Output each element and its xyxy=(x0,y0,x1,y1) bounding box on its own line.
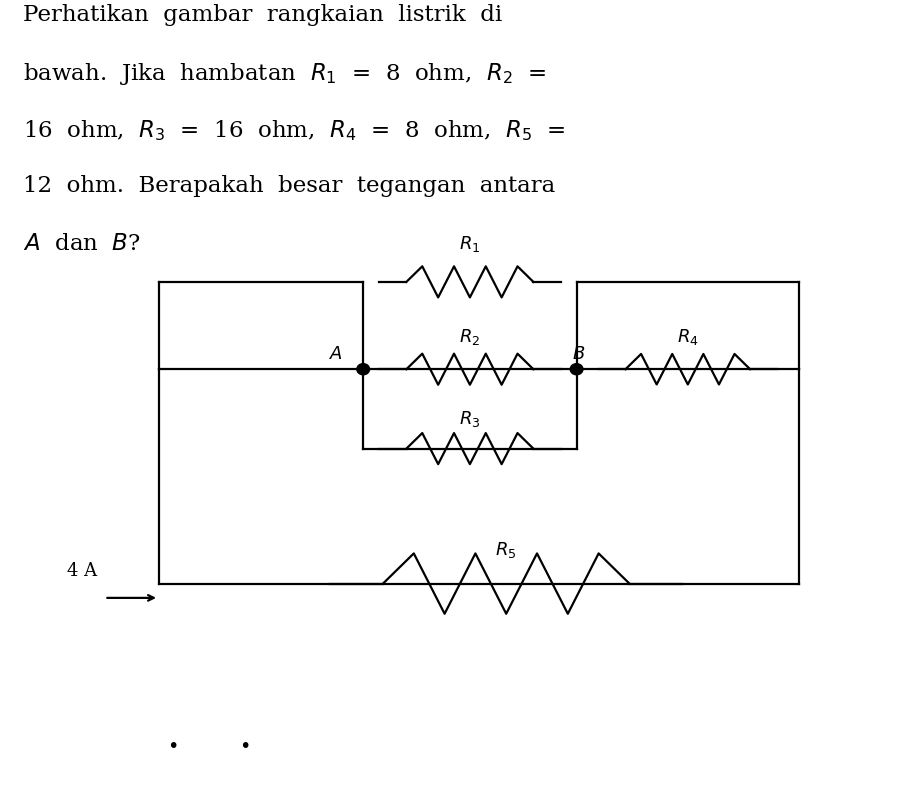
Text: $A$: $A$ xyxy=(330,345,343,363)
Text: $A$  dan  $B$?: $A$ dan $B$? xyxy=(23,233,141,255)
Text: $B$: $B$ xyxy=(572,345,586,363)
Text: $R_1$: $R_1$ xyxy=(459,234,480,254)
Text: 4 A: 4 A xyxy=(66,562,97,580)
Text: Perhatikan  gambar  rangkaian  listrik  di: Perhatikan gambar rangkaian listrik di xyxy=(23,4,502,26)
Text: •: • xyxy=(240,737,251,756)
Circle shape xyxy=(357,364,370,375)
Text: 12  ohm.  Berapakah  besar  tegangan  antara: 12 ohm. Berapakah besar tegangan antara xyxy=(23,175,555,198)
Text: •: • xyxy=(167,737,178,756)
Text: $R_4$: $R_4$ xyxy=(677,327,698,347)
Text: bawah.  Jika  hambatan  $R_1$  =  8  ohm,  $R_2$  =: bawah. Jika hambatan $R_1$ = 8 ohm, $R_2… xyxy=(23,61,546,87)
Text: $R_2$: $R_2$ xyxy=(459,327,480,347)
Text: 16  ohm,  $R_3$  =  16  ohm,  $R_4$  =  8  ohm,  $R_5$  =: 16 ohm, $R_3$ = 16 ohm, $R_4$ = 8 ohm, $… xyxy=(23,118,565,143)
Circle shape xyxy=(570,364,583,375)
Text: $R_3$: $R_3$ xyxy=(459,409,480,429)
Text: $R_5$: $R_5$ xyxy=(496,540,517,560)
